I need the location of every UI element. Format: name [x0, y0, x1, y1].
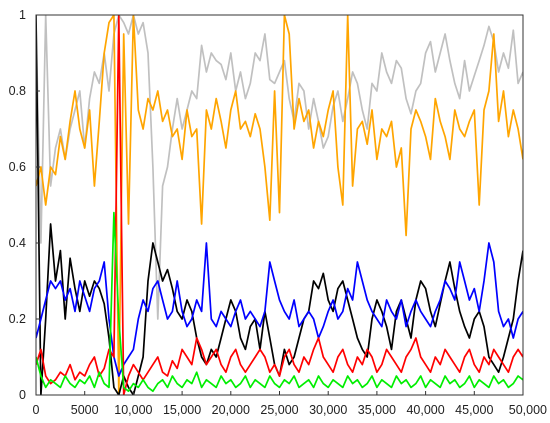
y-tick-label: 0.6	[9, 160, 26, 174]
x-tick-label: 0	[33, 403, 40, 417]
y-tick-label: 0.2	[9, 312, 26, 326]
x-tick-label: 40,000	[406, 403, 444, 417]
x-tick-label: 30,000	[309, 403, 347, 417]
x-tick-label: 35,000	[358, 403, 396, 417]
y-tick-label: 0.4	[9, 236, 26, 250]
x-tick-label: 5000	[71, 403, 99, 417]
x-axis: 0 5000 10,000 15,000 20,000 25,000 30,000 35,00…	[33, 391, 547, 417]
series-line-1	[36, 15, 523, 320]
x-tick-label: 15,000	[163, 403, 201, 417]
y-axis: 0 0.2 0.4 0.6 0.8 1	[9, 8, 40, 402]
series-layer	[36, 15, 523, 395]
x-tick-label: 45,000	[455, 403, 493, 417]
series-line-5	[36, 15, 523, 395]
x-tick-label: 25,000	[260, 403, 298, 417]
y-tick-label: 0	[19, 388, 26, 402]
series-line-6	[36, 211, 523, 393]
series-line-4	[36, 242, 523, 377]
y-tick-label: 1	[19, 8, 26, 22]
y-tick-label: 0.8	[9, 84, 26, 98]
x-tick-label: 10,000	[114, 403, 152, 417]
x-tick-label: 20,000	[212, 403, 250, 417]
x-tick-label: 50,000	[509, 403, 547, 417]
